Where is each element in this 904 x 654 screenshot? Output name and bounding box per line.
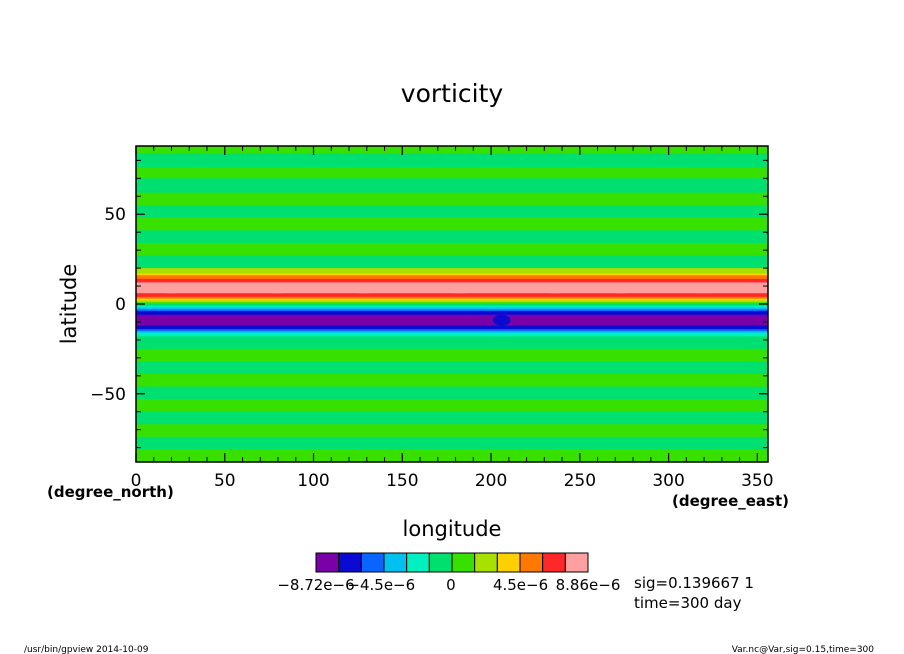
contour-band-37: [136, 424, 768, 438]
y-axis-label: latitude: [57, 264, 81, 345]
colorbar-label-0: −8.72e−6: [277, 576, 354, 594]
contour-band-39: [136, 449, 768, 462]
contour-band-6: [136, 217, 768, 231]
footer-left: /usr/bin/gpview 2014-10-09: [24, 645, 149, 654]
contour-band-29: [136, 332, 768, 337]
contour-band-22: [136, 307, 768, 310]
x-tick-label-7: 350: [741, 471, 773, 491]
contour-band-34: [136, 386, 768, 400]
contour-band-32: [136, 361, 768, 375]
contour-band-7: [136, 230, 768, 244]
colorbar: [315, 552, 589, 573]
colorbar-swatch-3: [383, 552, 408, 573]
colorbar-labels: −8.72e−6−4.5e−6 0 4.5e−6 8.86e−6: [277, 576, 620, 594]
colorbar-label-2: 0: [446, 576, 456, 594]
colorbar-swatch-4: [406, 552, 430, 573]
contour-bands: [136, 146, 768, 462]
colorbar-swatch-6: [451, 552, 476, 573]
x-tick-label-3: 150: [386, 471, 418, 491]
colorbar-swatch-2: [360, 552, 385, 573]
colorbar-swatch-9: [519, 552, 544, 573]
contour-band-38: [136, 436, 768, 451]
colorbar-label-1: −4.5e−6: [347, 576, 415, 594]
contour-band-35: [136, 399, 768, 413]
contour-band-18: [136, 300, 768, 303]
contour-band-26: [136, 325, 768, 330]
contour-band-24: [136, 311, 768, 316]
x-tick-label-6: 300: [652, 471, 684, 491]
contour-band-20: [136, 304, 768, 307]
colorbar-swatch-1: [338, 552, 362, 573]
contour-band-15: [136, 293, 768, 298]
contour-band-2: [136, 167, 768, 179]
contour-cell-3: [423, 282, 495, 294]
x-unit-label: (degree_east): [672, 492, 789, 510]
footer-right: Var.nc@Var,sig=0.15,time=300: [732, 645, 875, 654]
contour-band-9: [136, 255, 768, 269]
x-tick-label-1: 50: [214, 471, 236, 491]
chart-title: vorticity: [401, 79, 504, 108]
plot-area: [136, 146, 768, 462]
contour-cell-4: [530, 282, 580, 294]
contour-cell-1: [246, 282, 310, 294]
time-info: time=300 day: [634, 594, 742, 612]
contour-band-25: [136, 314, 768, 327]
contour-band-23: [136, 309, 768, 312]
contour-band-1: [136, 153, 768, 169]
colorbar-swatch-5: [428, 552, 453, 573]
y-tick-label-1: 0: [115, 295, 126, 315]
colorbar-swatch-7: [474, 552, 498, 573]
x-tick-label-5: 250: [564, 471, 596, 491]
contour-band-28: [136, 330, 768, 334]
y-axis-ticks: 50 0 −50: [90, 159, 768, 449]
sig-info: sig=0.139667 1: [634, 574, 754, 592]
contour-band-17: [136, 298, 768, 302]
contour-band-16: [136, 296, 768, 300]
contour-band-19: [136, 302, 768, 305]
y-tick-label-0: 50: [104, 205, 126, 225]
contour-band-8: [136, 242, 768, 257]
x-tick-label-0: 0: [131, 471, 142, 491]
contour-band-30: [136, 336, 768, 350]
contour-band-31: [136, 348, 768, 363]
colorbar-swatch-11: [564, 552, 589, 573]
contour-band-3: [136, 178, 768, 194]
colorbar-label-3: 4.5e−6: [493, 576, 548, 594]
contour-cell-7: [492, 314, 511, 326]
x-axis-ticks: 0 50 100 150 200 250 300 350: [131, 146, 774, 491]
colorbar-label-4: 8.86e−6: [556, 576, 621, 594]
y-unit-label: (degree_north): [47, 483, 174, 501]
y-tick-label-2: −50: [90, 385, 126, 405]
contour-band-0: [136, 146, 768, 154]
colorbar-swatch-8: [496, 552, 521, 573]
x-axis-label: longitude: [403, 517, 502, 541]
contour-cell-2: [334, 282, 392, 294]
contour-band-11: [136, 273, 768, 276]
contour-cell-6: [668, 282, 740, 294]
contour-band-27: [136, 329, 768, 332]
colorbar-swatch-10: [542, 552, 566, 573]
contour-cells: [146, 282, 740, 326]
x-tick-label-4: 200: [475, 471, 507, 491]
contour-band-12: [136, 275, 768, 280]
contour-band-33: [136, 374, 768, 388]
contour-cell-0: [146, 282, 197, 294]
contour-band-36: [136, 411, 768, 425]
contour-band-21: [136, 305, 768, 309]
contour-band-4: [136, 192, 768, 206]
contour-band-5: [136, 205, 768, 219]
contour-band-13: [136, 278, 768, 284]
colorbar-swatch-0: [315, 552, 340, 573]
contour-band-10: [136, 268, 768, 275]
contour-cell-5: [597, 282, 644, 294]
x-tick-label-2: 100: [297, 471, 329, 491]
